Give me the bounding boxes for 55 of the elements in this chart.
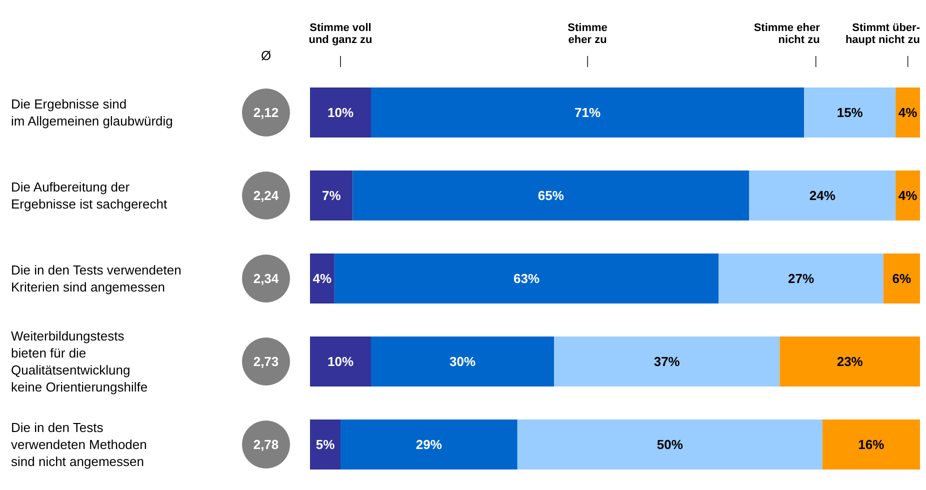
bar [352,170,750,220]
data-label: 27% [788,271,814,286]
text: 2,34 [253,271,280,286]
y-tick-label: Die Ergebnisse sind im Allgemeinen glaubwürdig [11,96,173,128]
data-label: 30% [449,354,476,369]
text: 2,12 [253,105,279,120]
bar [554,336,780,386]
bar [310,88,371,138]
y-tick-label: Die in den Tests verwendeten Methoden sind nicht angemessen [11,420,147,469]
bar [780,336,920,386]
bar [804,88,896,138]
bar [517,420,822,470]
data-label: 4% [898,105,918,120]
data-label: 71% [574,105,601,120]
bar [310,170,353,220]
data-label: 5% [316,437,336,452]
text: Stimme eher nicht zu [754,22,821,46]
data-label: 65% [538,188,564,203]
bar [822,420,920,470]
text: 2,73 [253,354,279,369]
data-label: 10% [327,105,354,120]
y-tick-label: Die Aufbereitung der Ergebnisse ist sachgerecht [11,180,168,212]
data-label: 29% [416,437,442,452]
y-tick-label: Weiterbildungstests bieten für die Qualitätsentwicklung keine Orientierungshilfe [11,328,148,394]
bar [883,254,920,304]
y-tick-label: Die in den Tests verwendeten Kriterien sind angemessen [11,262,182,294]
bar [310,254,334,304]
bar [310,420,340,470]
bar [310,336,371,386]
data-label: 23% [836,354,864,369]
text: 2,24 [253,188,280,203]
text: Stimme eher zu [568,22,608,46]
text: 2,78 [253,437,279,452]
data-label: 4% [898,188,918,203]
bar [340,420,518,470]
data-label: 7% [322,188,342,203]
data-label: 37% [654,354,680,369]
bar [749,170,896,220]
data-label: 24% [809,188,836,203]
data-label: 15% [836,105,864,120]
data-label: 10% [327,354,354,369]
data-label: 16% [858,437,885,452]
text: Ø [260,48,272,63]
data-label: 4% [312,271,332,286]
bar [718,254,884,304]
text: Stimme voll und ganz zu [308,22,372,46]
bar [896,88,920,138]
bar [371,88,804,138]
bar [896,170,920,220]
bar [371,336,554,386]
data-label: 6% [892,271,912,286]
data-label: 50% [656,437,684,452]
text: Stimmt über- haupt nicht zu [845,22,920,46]
bar [334,254,719,304]
data-label: 63% [514,271,540,286]
